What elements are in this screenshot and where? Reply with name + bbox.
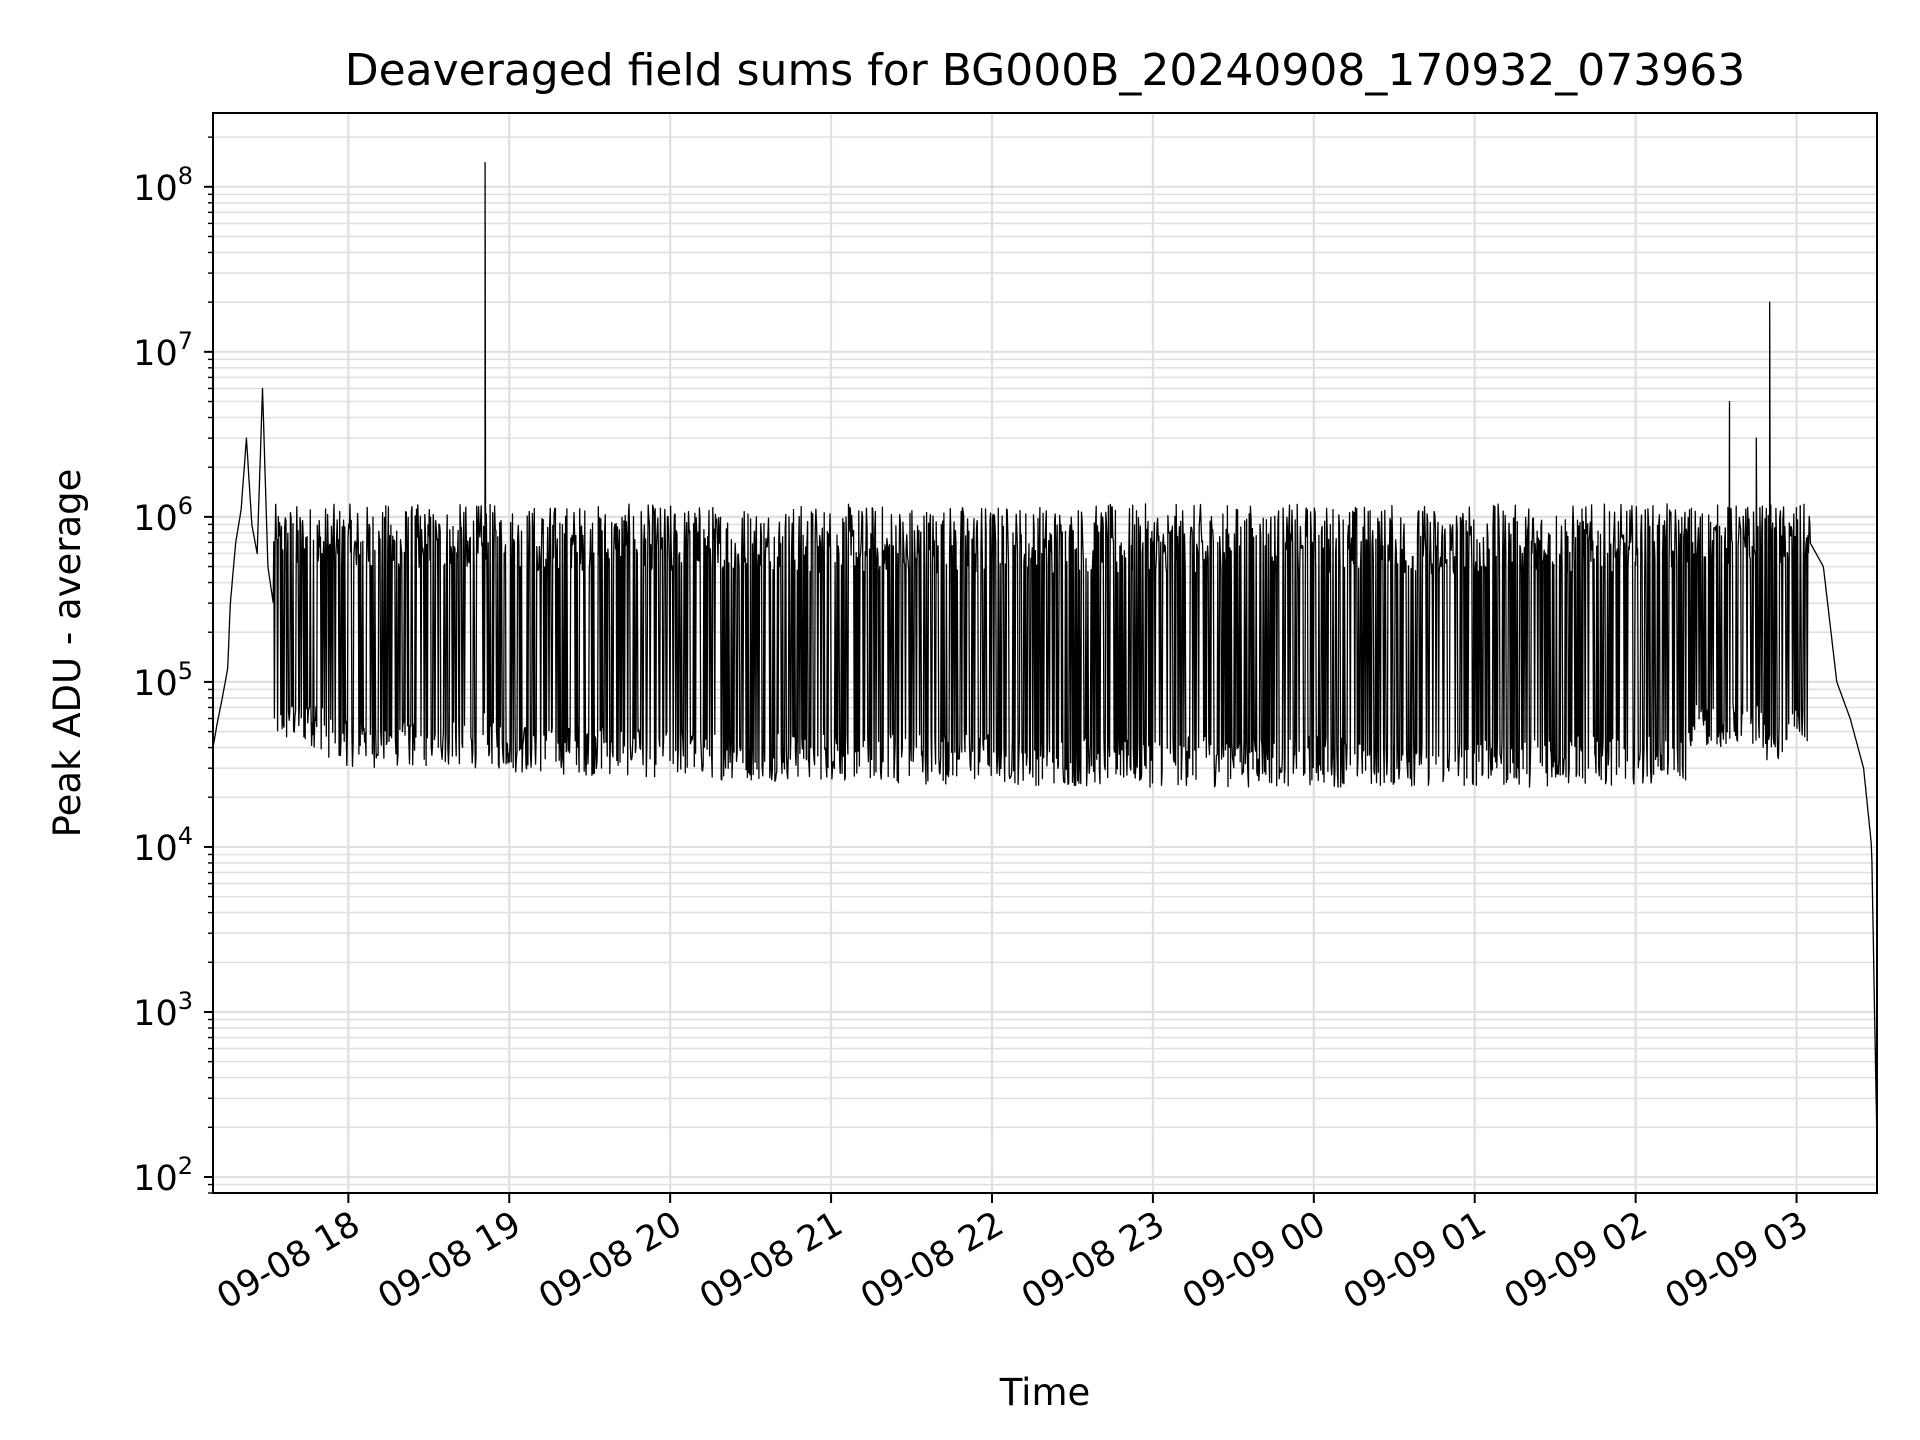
y-tick-label: 108 xyxy=(133,162,193,209)
y-tick-label: 105 xyxy=(133,657,193,704)
y-tick-label: 107 xyxy=(133,327,193,374)
line-layer xyxy=(212,162,1878,1148)
plot-frame xyxy=(212,112,1878,1194)
x-axis-label: Time xyxy=(999,1371,1091,1414)
y-tick-label: 102 xyxy=(133,1152,193,1199)
grid-layer xyxy=(213,113,1877,1194)
y-tick-label: 103 xyxy=(133,987,193,1034)
series-line xyxy=(212,162,1878,1148)
y-tick-label: 106 xyxy=(133,492,193,539)
chart-title: Deaveraged field sums for BG000B_2024090… xyxy=(345,45,1746,96)
y-axis-label: Peak ADU - average xyxy=(46,469,89,838)
y-tick-label: 104 xyxy=(133,822,193,869)
